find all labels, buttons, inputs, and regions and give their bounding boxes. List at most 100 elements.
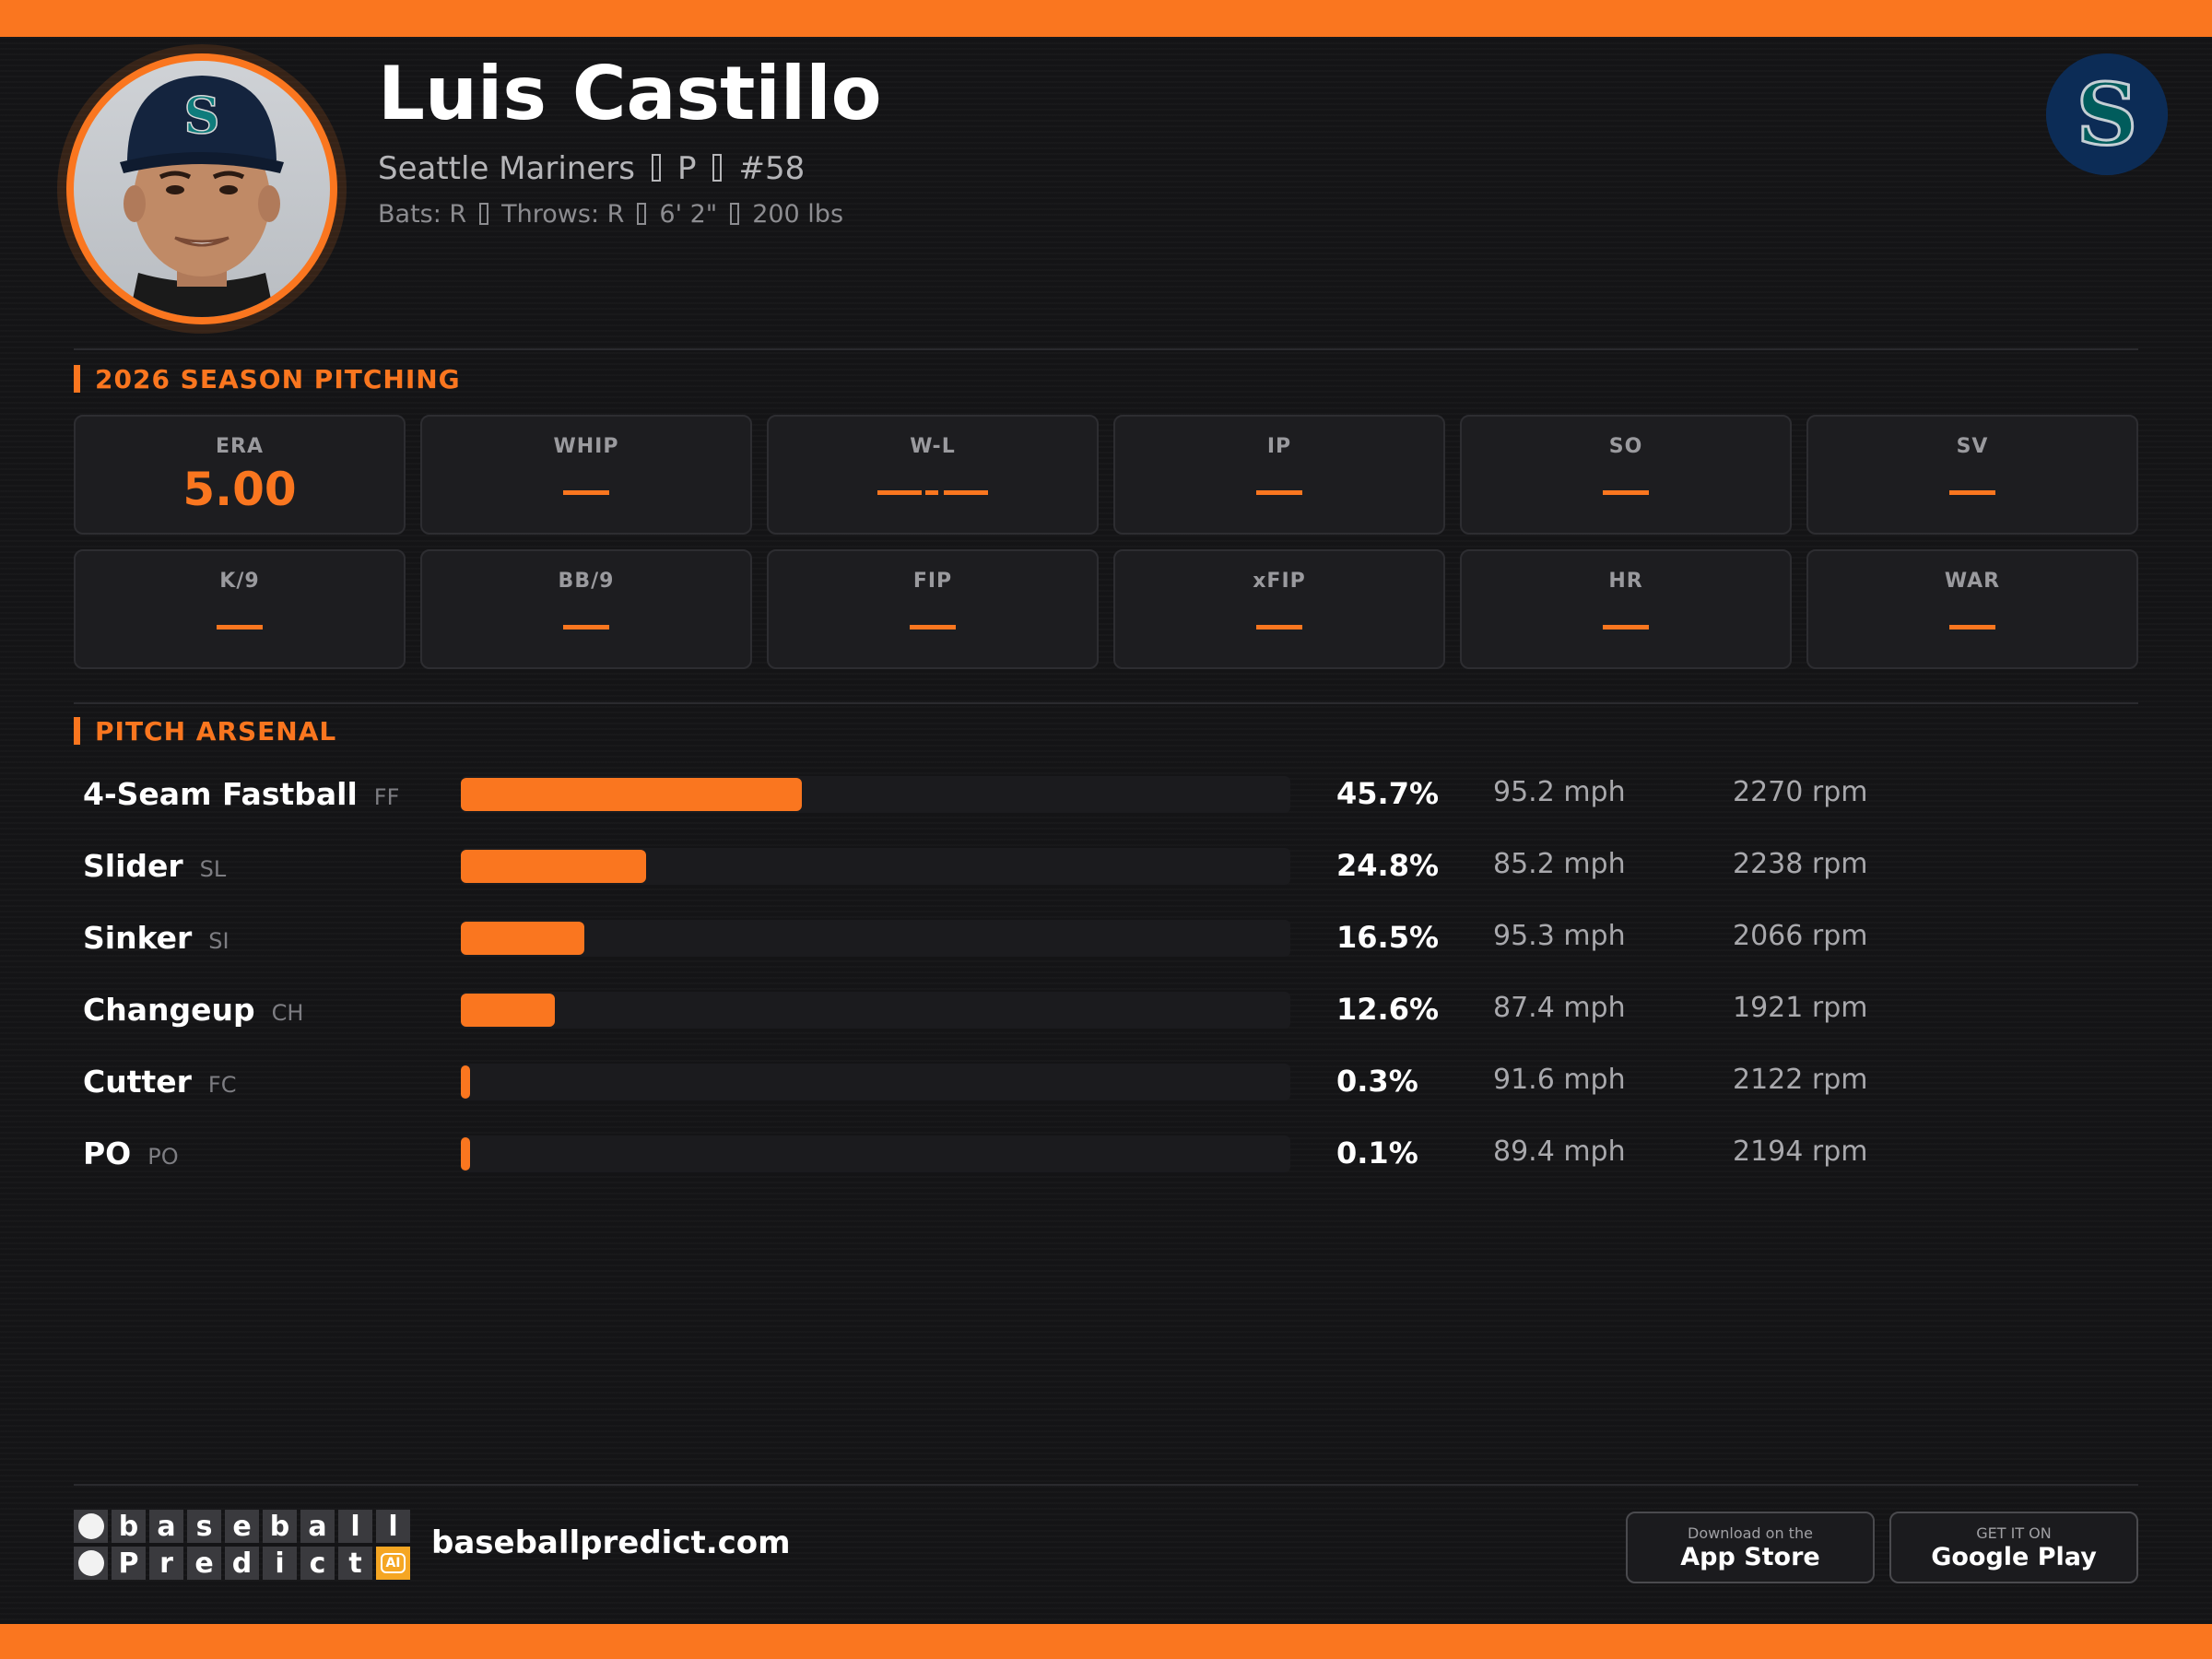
pitch-row: 4-Seam Fastball FF 45.7% 95.2 mph 2270 rpm — [83, 767, 2138, 822]
logo-letter-tile: c — [300, 1547, 335, 1580]
weight: 200 lbs — [752, 200, 844, 229]
pitch-name: PO PO — [83, 1135, 179, 1171]
separator-glyph — [637, 203, 647, 225]
divider — [74, 348, 2138, 350]
stat-card-xfip: xFIP — [1113, 549, 1445, 669]
divider — [74, 702, 2138, 704]
ai-badge-text: AI — [381, 1553, 406, 1573]
player-position: P — [677, 150, 697, 187]
app-store-caption: Download on the — [1688, 1524, 1813, 1542]
season-stat-grid: ERA 5.00 WHIP W-L IP SO SV K/9 BB/9 FIP xFIP HR WAR — [74, 415, 2138, 669]
stat-label: IP — [1266, 435, 1292, 458]
divider — [74, 1484, 2138, 1486]
pitch-name: Slider SL — [83, 848, 226, 884]
velocity: 85.2 mph — [1493, 848, 1626, 880]
team-logo-icon: S — [2046, 53, 2168, 175]
svg-text:S: S — [2077, 65, 2137, 164]
player-meta-secondary: Bats: R Throws: R 6' 2" 200 lbs — [378, 200, 843, 229]
stat-card-sv: SV — [1806, 415, 2138, 535]
usage-percent: 45.7% — [1336, 776, 1440, 811]
velocity: 91.6 mph — [1493, 1064, 1626, 1096]
pitch-code: CH — [271, 1000, 304, 1026]
usage-bar-track — [461, 1064, 1290, 1100]
pitch-name-text: Changeup — [83, 992, 255, 1028]
pitch-name-text: Sinker — [83, 920, 193, 956]
pitch-code: SI — [208, 928, 229, 954]
team-name: Seattle Mariners — [378, 150, 635, 187]
empty-value-dash — [944, 490, 988, 495]
logo-letter-tile: a — [300, 1510, 335, 1543]
separator-glyph — [651, 154, 661, 182]
top-accent-bar — [0, 0, 2212, 37]
height: 6' 2" — [659, 200, 718, 229]
section-marker — [74, 365, 80, 393]
site-link[interactable]: baseballpredict.com — [431, 1524, 791, 1561]
logo-letter-tile: s — [187, 1510, 221, 1543]
separator-glyph — [712, 154, 723, 182]
usage-percent: 16.5% — [1336, 920, 1440, 955]
velocity: 95.2 mph — [1493, 776, 1626, 808]
logo-letter-tile: b — [112, 1510, 146, 1543]
usage-percent: 0.1% — [1336, 1135, 1418, 1171]
player-name: Luis Castillo — [378, 51, 882, 136]
spin-rate: 2066 rpm — [1733, 920, 1868, 952]
spin-rate: 2194 rpm — [1733, 1135, 1868, 1168]
empty-value-dash — [1949, 625, 1995, 629]
stat-label: SO — [1608, 435, 1643, 458]
logo-letter-tile: i — [263, 1547, 297, 1580]
usage-bar-track — [461, 848, 1290, 885]
logo-letter-tile: b — [263, 1510, 297, 1543]
empty-value-dash — [1603, 625, 1649, 629]
section-title-text: 2026 SEASON PITCHING — [95, 363, 461, 394]
empty-value-dash — [910, 625, 956, 629]
google-play-label: Google Play — [1931, 1543, 2097, 1571]
logo-letter-tile: a — [149, 1510, 183, 1543]
bottom-accent-bar — [0, 1624, 2212, 1659]
logo-letter-tile: l — [376, 1510, 410, 1543]
separator-glyph — [730, 203, 740, 225]
app-store-button[interactable]: Download on the App Store — [1626, 1512, 1875, 1583]
google-play-caption: GET IT ON — [1976, 1524, 2052, 1542]
stat-card-w-l: W-L — [767, 415, 1099, 535]
pitch-name-text: 4-Seam Fastball — [83, 776, 358, 812]
pitch-row: Slider SL 24.8% 85.2 mph 2238 rpm — [83, 839, 2138, 894]
usage-bar-fill — [461, 1065, 470, 1099]
stat-label: WHIP — [553, 435, 619, 458]
usage-percent: 0.3% — [1336, 1064, 1418, 1099]
spin-rate: 2122 rpm — [1733, 1064, 1868, 1096]
velocity: 95.3 mph — [1493, 920, 1626, 952]
usage-bar-fill — [461, 850, 646, 883]
stat-label: xFIP — [1253, 570, 1306, 593]
empty-value-dash — [563, 490, 609, 495]
season-section-title: 2026 SEASON PITCHING — [74, 363, 461, 394]
pitch-code: FC — [207, 1072, 237, 1098]
empty-value-dash — [1256, 625, 1302, 629]
baseball-icon — [74, 1510, 108, 1543]
velocity: 87.4 mph — [1493, 992, 1626, 1024]
throws: Throws: R — [501, 200, 625, 229]
pitch-code: SL — [199, 856, 227, 882]
section-title-text: PITCH ARSENAL — [95, 715, 337, 747]
empty-value-dash — [925, 490, 938, 495]
empty-value-dash — [563, 625, 609, 629]
usage-bar-track — [461, 776, 1290, 813]
google-play-button[interactable]: GET IT ON Google Play — [1889, 1512, 2138, 1583]
empty-value-dash — [877, 490, 922, 495]
logo-letter-tile: t — [338, 1547, 372, 1580]
spin-rate: 2238 rpm — [1733, 848, 1868, 880]
svg-text:S: S — [184, 86, 220, 145]
logo-letter-tile: e — [225, 1510, 259, 1543]
empty-value-dash — [1603, 490, 1649, 495]
bats: Bats: R — [378, 200, 467, 229]
pitch-row: PO PO 0.1% 89.4 mph 2194 rpm — [83, 1126, 2138, 1182]
stat-card-war: WAR — [1806, 549, 2138, 669]
pitch-name: Cutter FC — [83, 1064, 236, 1100]
stat-label: ERA — [216, 435, 264, 458]
arsenal-section-title: PITCH ARSENAL — [74, 715, 337, 747]
pitch-name: 4-Seam Fastball FF — [83, 776, 399, 812]
stat-card-hr: HR — [1460, 549, 1792, 669]
velocity: 89.4 mph — [1493, 1135, 1626, 1168]
stat-label: SV — [1956, 435, 1989, 458]
stat-label: HR — [1608, 570, 1643, 593]
app-store-label: App Store — [1680, 1543, 1820, 1571]
